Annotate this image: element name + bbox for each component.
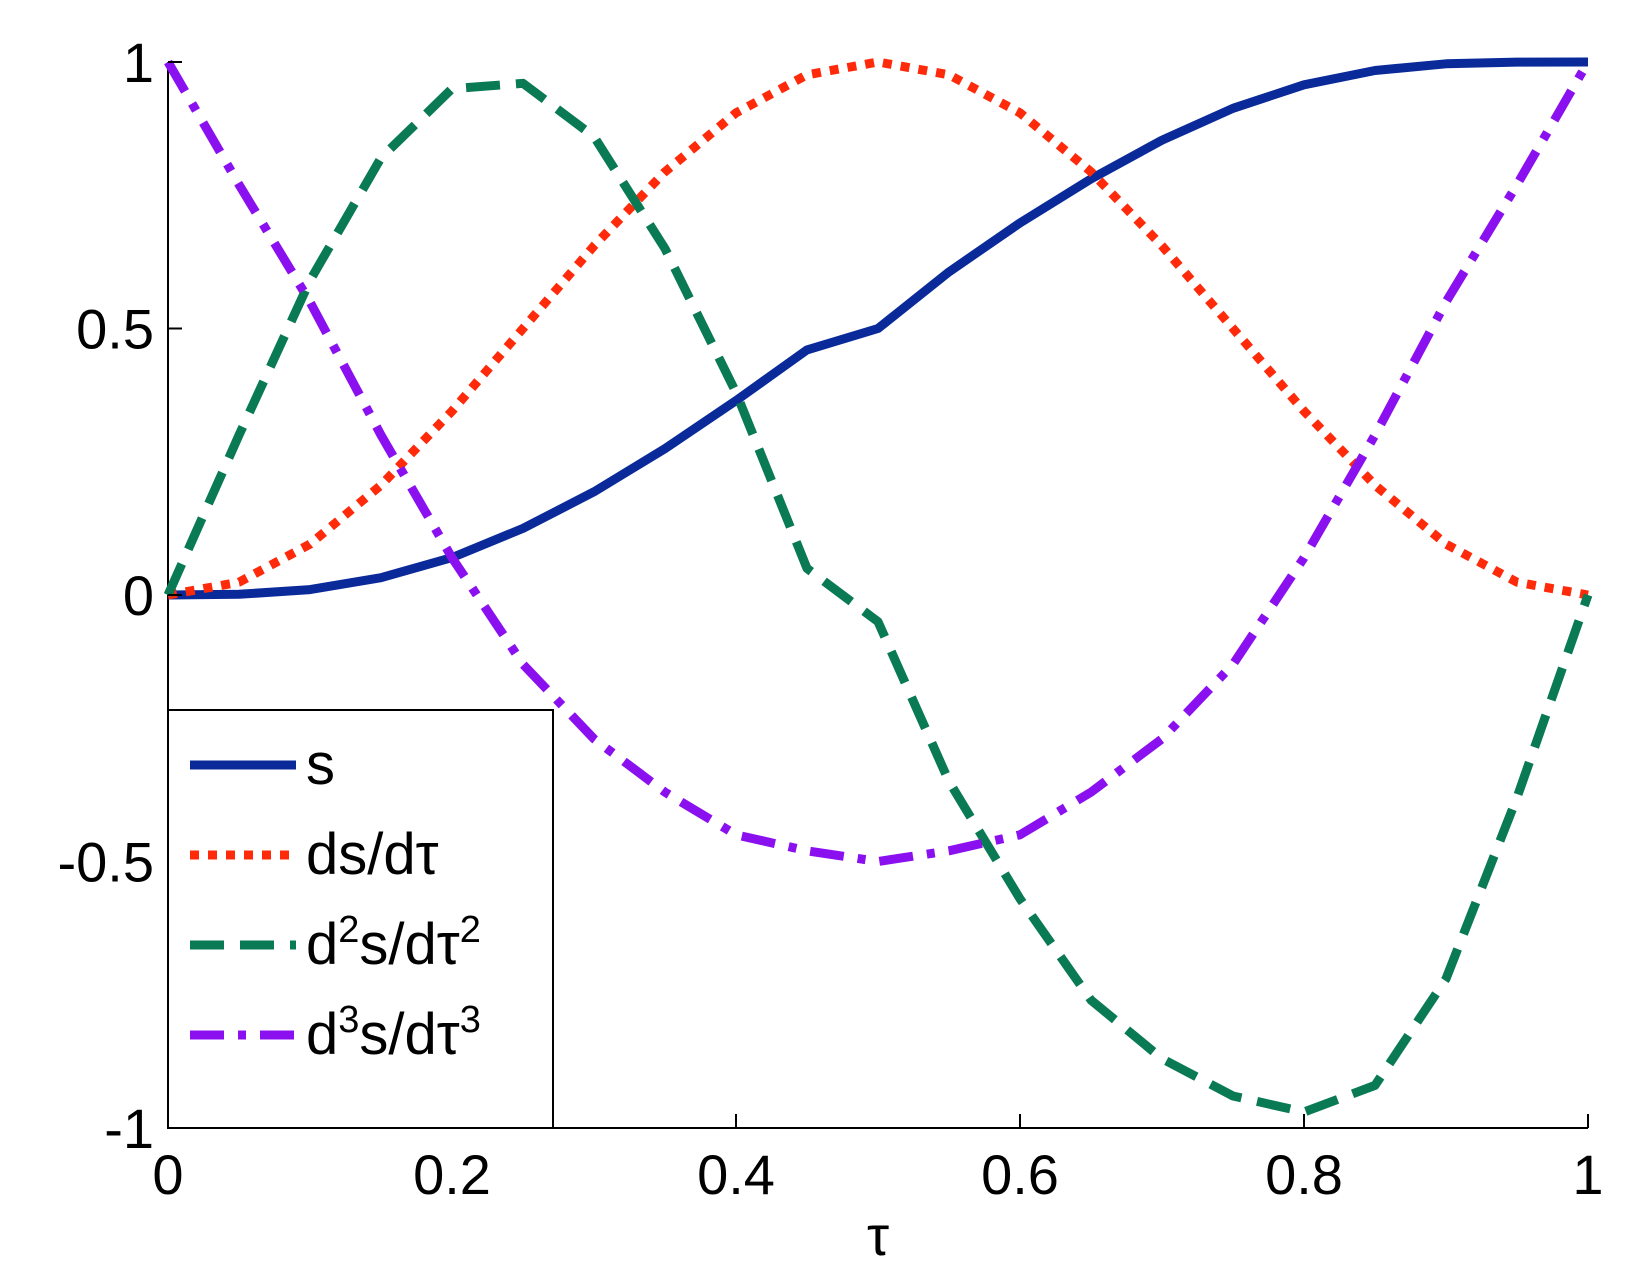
x-axis-title: τ — [867, 1204, 889, 1267]
x-tick-label: 0.8 — [1265, 1143, 1343, 1206]
ticks: 0 0.2 0.4 0.6 0.8 1 -1 -0.5 0 0.5 1 — [58, 31, 1604, 1206]
series-line-4 — [164, 59, 1592, 866]
x-tick-label: 0.6 — [981, 1143, 1059, 1206]
legend-label-3: d2s/dτ2 — [306, 909, 481, 977]
x-tick-label: 0.2 — [413, 1143, 491, 1206]
legend-box — [167, 709, 554, 1129]
y-tick-label: 0.5 — [76, 298, 154, 361]
legend-label-4: d3s/dτ3 — [306, 999, 481, 1067]
y-tick-label: -1 — [104, 1097, 154, 1160]
y-tick-label: 1 — [123, 31, 154, 94]
series-line-1 — [167, 57, 1589, 600]
x-tick-label: 0.4 — [697, 1143, 775, 1206]
y-tick-label: 0 — [123, 564, 154, 627]
y-tick-label: -0.5 — [58, 831, 155, 894]
series-lines — [163, 57, 1593, 1117]
x-tick-label: 0 — [152, 1143, 183, 1206]
legend-label-1: s — [306, 732, 335, 797]
legend: s ds/dτ d2s/dτ2 d3s/dτ3 — [167, 709, 554, 1129]
x-tick-label: 1 — [1572, 1143, 1603, 1206]
legend-label-2: ds/dτ — [306, 822, 439, 887]
series-line-3 — [163, 78, 1593, 1117]
